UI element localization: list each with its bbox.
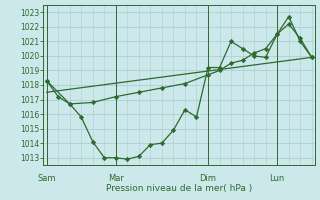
X-axis label: Pression niveau de la mer( hPa ): Pression niveau de la mer( hPa ) bbox=[106, 184, 252, 193]
